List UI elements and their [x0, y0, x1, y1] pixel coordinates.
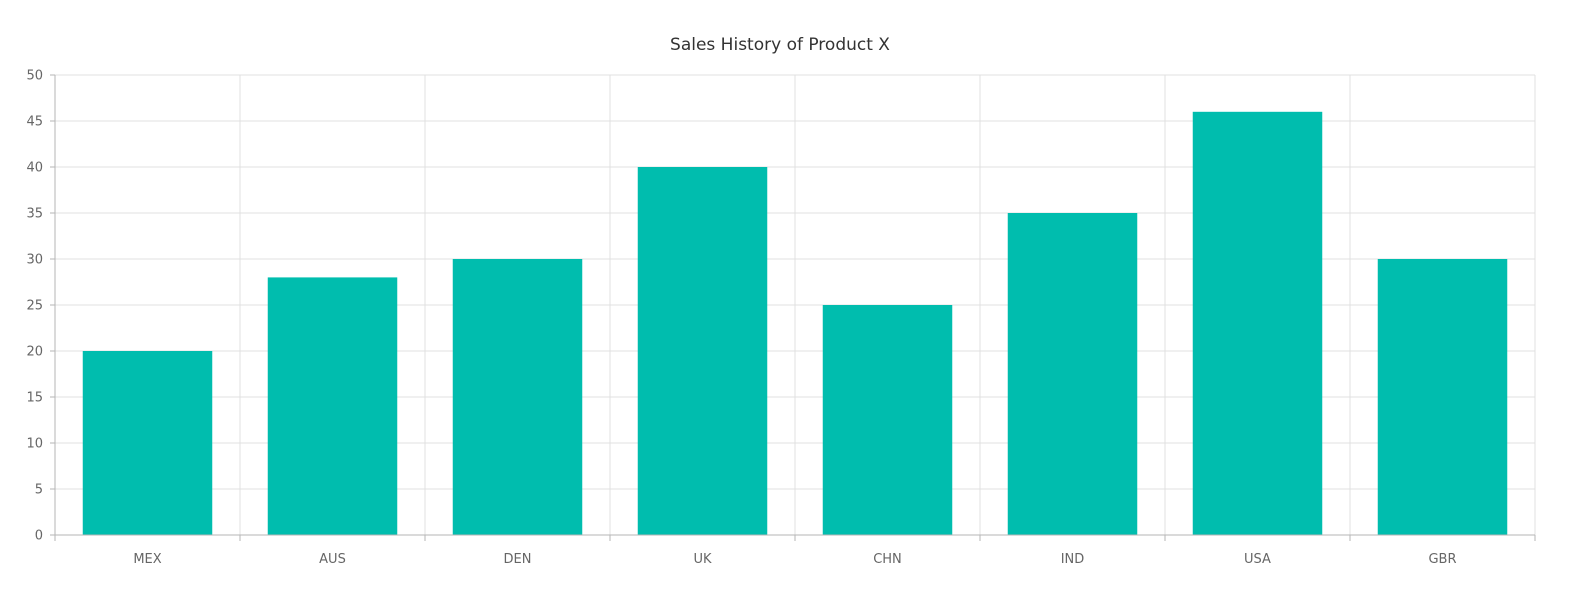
- x-tick-label: DEN: [504, 552, 532, 567]
- y-tick-label: 40: [26, 161, 43, 176]
- y-tick-label: 15: [26, 391, 43, 406]
- chart-title: Sales History of Product X: [670, 35, 890, 55]
- x-tick-label: USA: [1244, 552, 1271, 567]
- x-tick-label: MEX: [133, 552, 161, 567]
- bar-ind[interactable]: [1007, 213, 1138, 535]
- y-tick-label: 45: [26, 115, 43, 130]
- y-tick-label: 50: [26, 69, 43, 84]
- bar-gbr[interactable]: [1377, 259, 1508, 535]
- x-tick-label: AUS: [319, 552, 346, 567]
- y-tick-label: 10: [26, 437, 43, 452]
- x-axis-tick-labels: MEX AUS DEN UK CHN IND USA GBR: [133, 552, 1456, 567]
- bar-usa[interactable]: [1192, 111, 1323, 536]
- bar-aus[interactable]: [267, 277, 398, 535]
- bar-mex[interactable]: [82, 351, 213, 535]
- axes: [50, 74, 1536, 541]
- y-tick-label: 30: [26, 253, 43, 268]
- bars: [82, 111, 1508, 536]
- y-tick-label: 20: [26, 345, 43, 360]
- y-tick-label: 35: [26, 207, 43, 222]
- bar-uk[interactable]: [637, 167, 768, 535]
- y-tick-label: 0: [35, 529, 43, 544]
- x-tick-label: UK: [693, 552, 712, 567]
- bar-chn[interactable]: [822, 305, 953, 535]
- x-tick-label: IND: [1061, 552, 1085, 567]
- x-tick-label: GBR: [1428, 552, 1456, 567]
- y-tick-label: 5: [35, 483, 43, 498]
- x-tick-label: CHN: [873, 552, 902, 567]
- y-axis-tick-labels: 0 5 10 15 20 25 30 35 40 45 50: [26, 69, 43, 544]
- bar-den[interactable]: [452, 259, 583, 535]
- y-tick-label: 25: [26, 299, 43, 314]
